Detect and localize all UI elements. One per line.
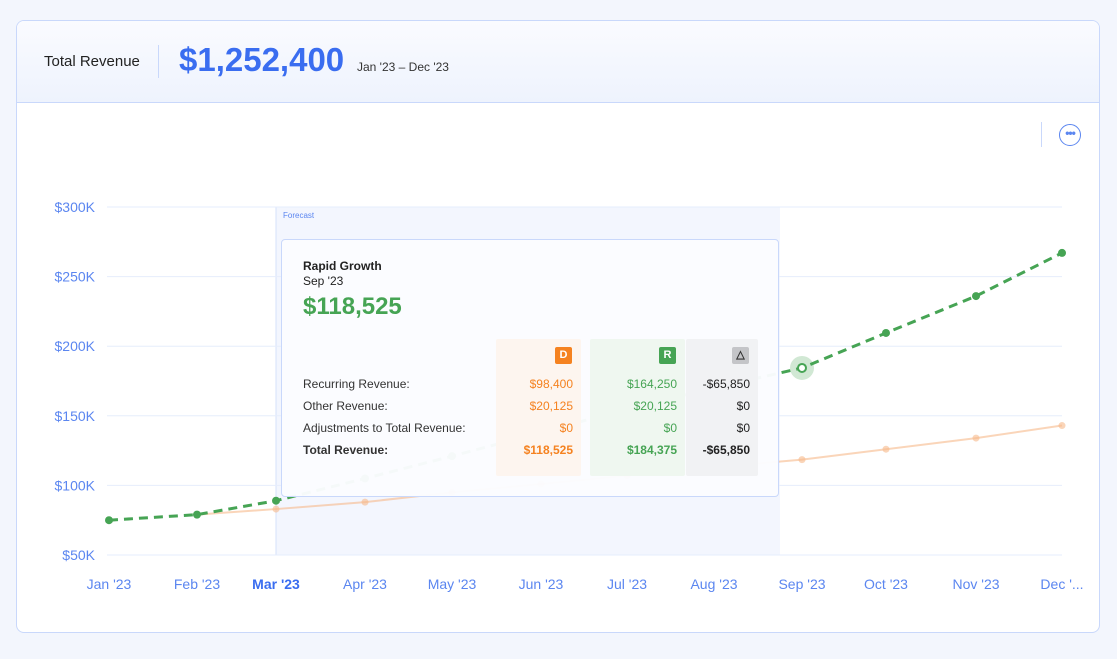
tooltip-column-0: D $98,400 $20,125 $0 $118,525 [496, 339, 581, 476]
data-point [882, 328, 890, 337]
active-data-point [797, 362, 807, 373]
x-tick-label: Dec '... [1040, 576, 1083, 592]
delta-icon: △ [732, 347, 749, 364]
tooltip-value: $118,525 [303, 293, 402, 320]
data-point [972, 292, 980, 301]
data-point [882, 445, 890, 453]
d-badge-icon: D [555, 347, 572, 364]
data-point [105, 516, 113, 525]
tooltip-cell: -$65,850 [702, 443, 750, 457]
y-tick-label: $100K [55, 477, 96, 493]
y-tick-label: $50K [62, 547, 95, 563]
tooltip-scenario: Rapid Growth [303, 259, 382, 273]
tooltip-date: Sep '23 [303, 274, 344, 288]
tooltip-cell: $0 [559, 421, 573, 435]
data-point [1058, 422, 1066, 430]
x-tick-label: Apr '23 [343, 576, 387, 592]
tooltip-cell: $20,125 [529, 399, 573, 413]
ellipsis-icon: ••• [1065, 126, 1076, 140]
tooltip-cell: $0 [736, 421, 750, 435]
card-header: Total Revenue $1,252,400 Jan '23 – Dec '… [17, 21, 1099, 103]
y-tick-label: $250K [55, 269, 96, 285]
tooltip-cell: $20,125 [633, 399, 677, 413]
data-point [361, 498, 369, 506]
x-tick-label: Oct '23 [864, 576, 908, 592]
tooltip-column-1: R $164,250 $20,125 $0 $184,375 [590, 339, 685, 476]
row-label-total: Total Revenue: [303, 443, 389, 457]
y-tick-label: $200K [55, 338, 96, 354]
data-point [1058, 248, 1066, 257]
data-point [272, 505, 280, 513]
tooltip-cell: $184,375 [626, 443, 677, 457]
tooltip-cell: $0 [736, 399, 750, 413]
x-tick-label: Sep '23 [778, 576, 825, 592]
tooltip-column-2: △ -$65,850 $0 $0 -$65,850 [686, 339, 758, 476]
total-revenue-value: $1,252,400 [179, 41, 345, 78]
toolbar-divider [1041, 122, 1042, 147]
x-tick-label: Mar '23 [252, 576, 300, 592]
tooltip-cell: $118,525 [523, 443, 573, 457]
y-tick-label: $300K [55, 199, 96, 215]
r-badge-icon: R [659, 347, 676, 364]
tooltip-cell: $0 [663, 421, 677, 435]
tooltip-cell: -$65,850 [702, 377, 750, 391]
tooltip-cell: $164,250 [626, 377, 677, 391]
data-point [272, 496, 280, 505]
header-title: Total Revenue [44, 53, 140, 70]
y-tick-label: $150K [55, 408, 96, 424]
data-point [798, 456, 806, 464]
more-options-button[interactable]: ••• [1059, 124, 1081, 146]
data-point [193, 510, 201, 519]
x-tick-label: Nov '23 [952, 576, 999, 592]
date-range: Jan '23 – Dec '23 [357, 60, 449, 74]
row-label-recurring: Recurring Revenue: [303, 377, 410, 391]
row-label-other: Other Revenue: [303, 399, 388, 413]
x-tick-label: May '23 [428, 576, 477, 592]
header-divider [158, 45, 159, 78]
x-tick-label: Aug '23 [690, 576, 737, 592]
data-point [972, 434, 980, 442]
x-tick-label: Jul '23 [607, 576, 647, 592]
tooltip: Rapid Growth Sep '23 $118,525 Recurring … [281, 239, 779, 497]
x-tick-label: Jun '23 [519, 576, 564, 592]
x-tick-label: Jan '23 [87, 576, 132, 592]
forecast-label: Forecast [283, 211, 315, 220]
row-label-adjustments: Adjustments to Total Revenue: [303, 421, 466, 435]
tooltip-cell: $98,400 [529, 377, 573, 391]
x-tick-label: Feb '23 [174, 576, 220, 592]
